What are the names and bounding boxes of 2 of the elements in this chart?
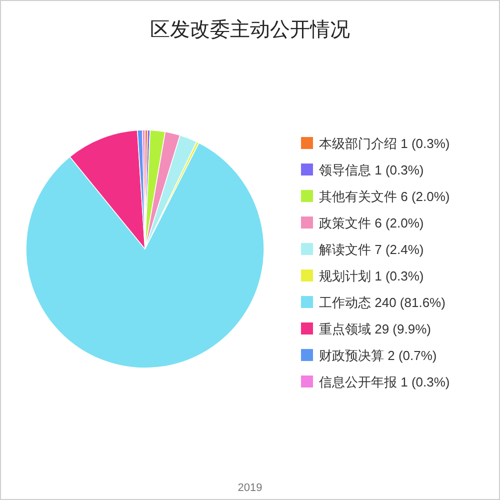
title: 区发改委主动公开情况	[150, 19, 350, 41]
annotation: 2019	[238, 482, 262, 494]
